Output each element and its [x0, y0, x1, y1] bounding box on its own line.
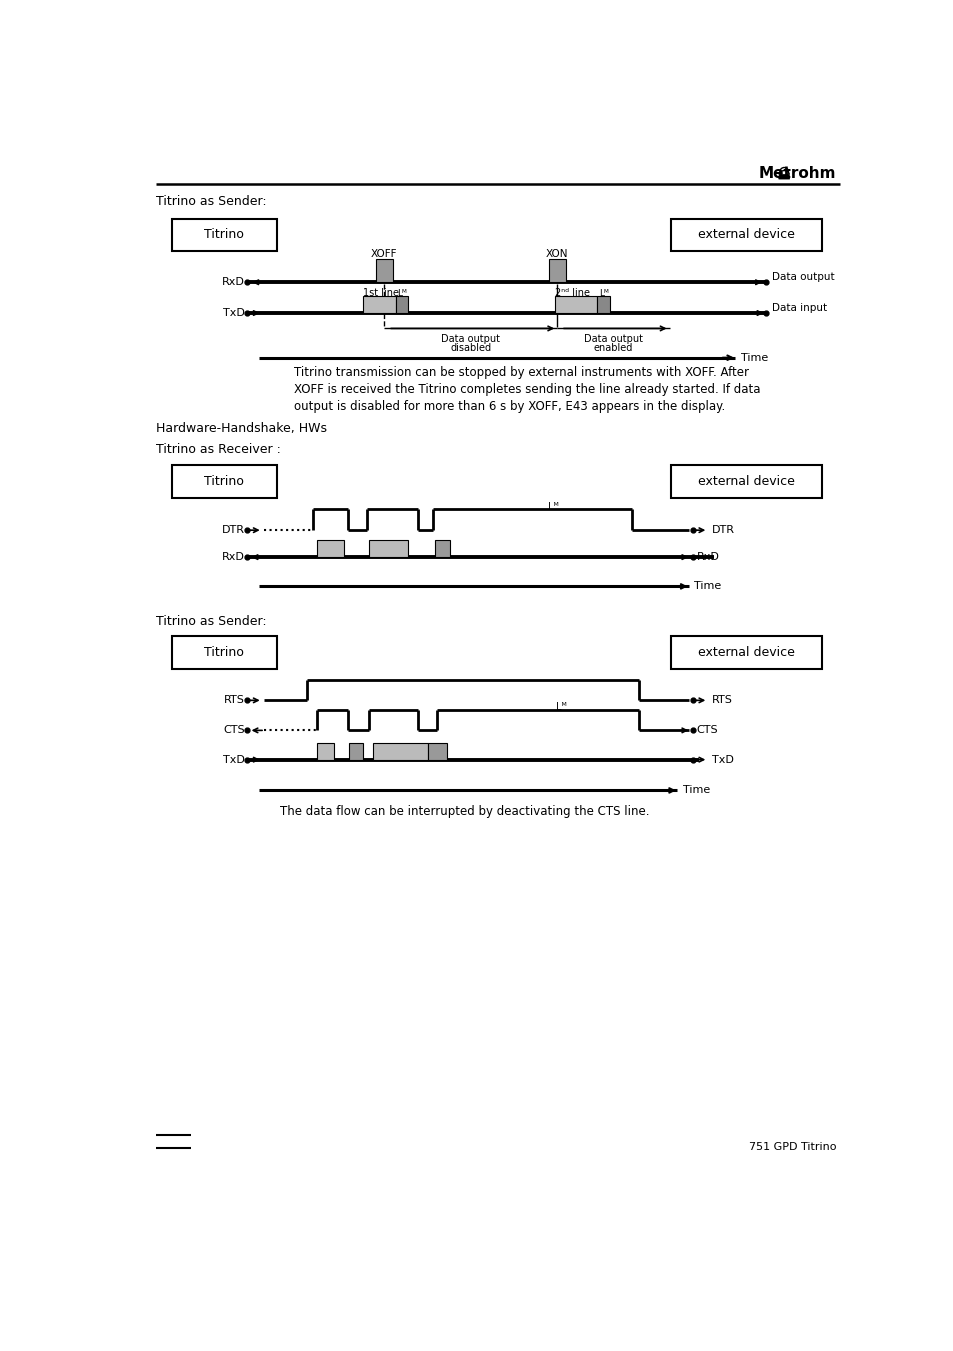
Bar: [597, 296, 609, 313]
Bar: [316, 743, 334, 759]
Text: Titrino as Receiver :: Titrino as Receiver :: [156, 443, 281, 455]
Bar: [670, 219, 821, 251]
Text: Time: Time: [694, 581, 720, 592]
Text: Data output: Data output: [771, 272, 834, 282]
Text: Titrino as Sender:: Titrino as Sender:: [156, 195, 267, 208]
Bar: [670, 636, 821, 669]
Text: enabled: enabled: [593, 343, 633, 353]
Text: 751 GPD Titrino: 751 GPD Titrino: [748, 1142, 835, 1152]
Text: Time: Time: [740, 353, 767, 362]
Text: Lᴹ: Lᴹ: [555, 703, 566, 712]
Bar: [670, 466, 821, 497]
Text: RTS: RTS: [224, 696, 245, 705]
Text: Titrino as Sender:: Titrino as Sender:: [156, 615, 267, 628]
Text: Metrohm: Metrohm: [758, 166, 835, 181]
Text: RxD: RxD: [222, 277, 245, 288]
Text: Hardware-Handshake, HWs: Hardware-Handshake, HWs: [156, 422, 327, 435]
Text: TxD: TxD: [711, 755, 733, 765]
Text: XOFF: XOFF: [371, 249, 397, 259]
Text: CTS: CTS: [223, 725, 245, 735]
Bar: [427, 743, 447, 759]
Bar: [172, 219, 276, 251]
Text: external device: external device: [698, 476, 794, 488]
Text: RxD: RxD: [222, 553, 245, 562]
Text: Titrino transmission can be stopped by external instruments with XOFF. After: Titrino transmission can be stopped by e…: [294, 366, 748, 378]
Text: Titrino: Titrino: [204, 476, 244, 488]
Bar: [369, 540, 407, 557]
Bar: [316, 540, 344, 557]
Text: XON: XON: [545, 249, 568, 259]
Text: XOFF is received the Titrino completes sending the line already started. If data: XOFF is received the Titrino completes s…: [294, 382, 760, 396]
Bar: [373, 743, 427, 759]
Text: Titrino: Titrino: [204, 646, 244, 659]
Text: RxD: RxD: [696, 553, 719, 562]
Text: The data flow can be interrupted by deactivating the CTS line.: The data flow can be interrupted by deac…: [280, 805, 649, 819]
Bar: [435, 540, 450, 557]
Text: disabled: disabled: [450, 343, 491, 353]
Bar: [555, 296, 597, 313]
Bar: [172, 466, 276, 497]
Text: output is disabled for more than 6 s by XOFF, E43 appears in the display.: output is disabled for more than 6 s by …: [294, 400, 724, 412]
Text: external device: external device: [698, 646, 794, 659]
Bar: [395, 296, 408, 313]
Text: TxD: TxD: [223, 308, 245, 317]
Text: Data input: Data input: [771, 303, 826, 312]
Bar: [375, 259, 393, 282]
Text: Time: Time: [682, 785, 709, 796]
Bar: [363, 296, 395, 313]
Bar: [548, 259, 565, 282]
Text: Data output: Data output: [583, 334, 642, 345]
Bar: [349, 743, 363, 759]
Text: TxD: TxD: [223, 755, 245, 765]
Text: Titrino: Titrino: [204, 228, 244, 242]
Text: Lᴹ: Lᴹ: [598, 289, 608, 297]
Bar: [172, 636, 276, 669]
Text: RTS: RTS: [711, 696, 732, 705]
Text: 2ⁿᵈ line: 2ⁿᵈ line: [555, 288, 589, 299]
Text: CTS: CTS: [696, 725, 718, 735]
Text: 1st line: 1st line: [363, 288, 399, 299]
Text: DTR: DTR: [221, 526, 245, 535]
Text: DTR: DTR: [711, 526, 735, 535]
Text: Lᴹ: Lᴹ: [547, 503, 558, 512]
Text: external device: external device: [698, 228, 794, 242]
Text: Lᴹ: Lᴹ: [396, 289, 407, 297]
Polygon shape: [778, 174, 789, 180]
Text: Data output: Data output: [440, 334, 499, 345]
